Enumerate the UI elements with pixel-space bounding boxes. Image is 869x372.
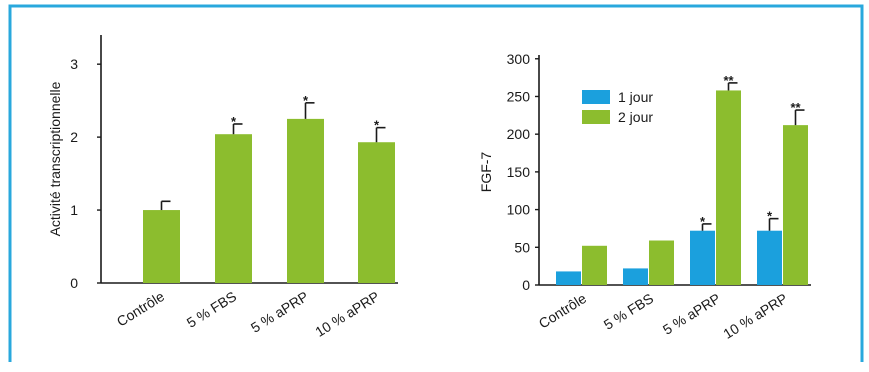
bar: [649, 240, 674, 285]
frame-border: [8, 4, 864, 362]
bar: [757, 230, 782, 285]
y-axis-label: Activité transcriptionnelle: [47, 81, 63, 236]
legend-swatch: [582, 110, 610, 124]
y-axis-label: FGF-7: [478, 152, 494, 193]
x-tick-label: 5 % FBS: [184, 288, 239, 331]
bar: [143, 210, 180, 283]
y-tick-label: 300: [507, 51, 531, 67]
significance-marker: *: [700, 214, 706, 229]
bar: [582, 245, 607, 285]
bar: [783, 125, 808, 285]
y-tick-label: 50: [514, 239, 530, 255]
x-tick-label: 10 % aPRP: [312, 288, 382, 340]
y-tick-label: 0: [522, 277, 530, 293]
bar: [690, 230, 715, 285]
x-tick-label: 10 % aPRP: [720, 290, 790, 342]
y-tick-label: 100: [507, 202, 531, 218]
x-tick-label: 5 % aPRP: [248, 288, 311, 336]
y-tick-label: 150: [507, 164, 531, 180]
significance-marker: *: [767, 209, 773, 224]
y-tick-label: 2: [70, 129, 78, 145]
x-tick-label: Contrôle: [114, 288, 168, 330]
significance-marker: *: [231, 114, 237, 129]
bar: [623, 268, 648, 285]
bar: [287, 118, 324, 283]
y-tick-label: 250: [507, 88, 531, 104]
bar: [358, 142, 395, 283]
bar: [716, 90, 741, 285]
legend-label: 1 jour: [618, 89, 653, 105]
y-tick-label: 1: [70, 202, 78, 218]
legend-swatch: [582, 90, 610, 104]
x-tick-label: Contrôle: [536, 290, 590, 332]
bar: [215, 134, 252, 283]
bar: [556, 271, 581, 285]
y-tick-label: 3: [70, 56, 78, 72]
significance-marker: **: [723, 73, 734, 88]
y-tick-label: 200: [507, 126, 531, 142]
legend-label: 2 jour: [618, 109, 653, 125]
x-tick-label: 5 % aPRP: [660, 290, 723, 338]
significance-marker: **: [790, 100, 801, 115]
x-tick-label: 5 % FBS: [601, 290, 656, 333]
significance-marker: *: [374, 118, 380, 133]
y-tick-label: 0: [70, 275, 78, 291]
significance-marker: *: [303, 93, 309, 108]
chart-transcription-activity: 0 1 2 3 Activité transcriptionnelle * * * Contrô…: [47, 35, 398, 340]
